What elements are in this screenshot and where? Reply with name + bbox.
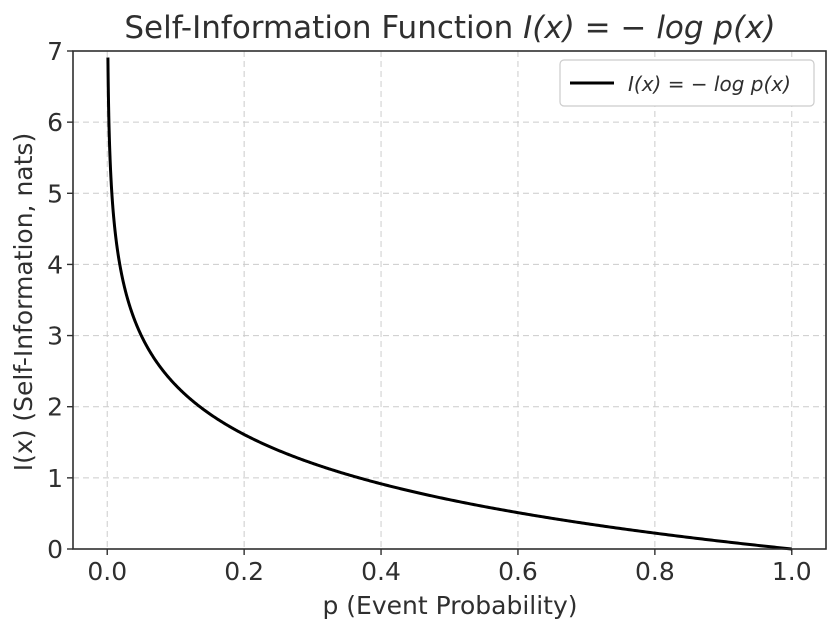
legend-entry-label: I(x) = − log p(x) <box>628 72 791 96</box>
chart-title-math: I(x) = − log p(x) <box>523 10 776 46</box>
y-axis-label: I(x) (Self-Information, nats) <box>9 133 38 471</box>
y-tick-label: 2 <box>47 393 63 422</box>
series-layer <box>106 56 792 551</box>
axis-ticks: 0.0 0.2 0.4 0.6 0.8 1.0 0 1 2 3 4 5 6 7 <box>47 37 812 586</box>
y-tick-label: 1 <box>47 464 63 493</box>
x-tick-label: 0.4 <box>361 557 401 586</box>
y-tick-label: 5 <box>47 179 63 208</box>
x-tick-label: 0.8 <box>635 557 675 586</box>
y-tick-label: 6 <box>47 108 63 137</box>
x-tick-label: 0.2 <box>224 557 264 586</box>
y-tick-label: 7 <box>47 37 63 66</box>
legend: I(x) = − log p(x) <box>559 59 815 107</box>
y-tick-label: 0 <box>47 535 63 564</box>
legend-box <box>559 59 815 107</box>
x-tick-label: 0.0 <box>87 557 127 586</box>
x-tick-label: 1.0 <box>772 557 812 586</box>
y-tick-label: 4 <box>47 250 63 279</box>
x-axis-label: p (Event Probability) <box>322 591 577 620</box>
x-tick-label: 0.6 <box>498 557 538 586</box>
y-tick-label: 3 <box>47 322 63 351</box>
plot-area-frame <box>72 50 827 550</box>
chart-title: Self-Information Function I(x) = − log p… <box>124 10 775 46</box>
chart-title-text: Self-Information Function <box>124 10 523 46</box>
series-line-self-information <box>106 56 792 551</box>
grid-lines <box>73 50 826 550</box>
